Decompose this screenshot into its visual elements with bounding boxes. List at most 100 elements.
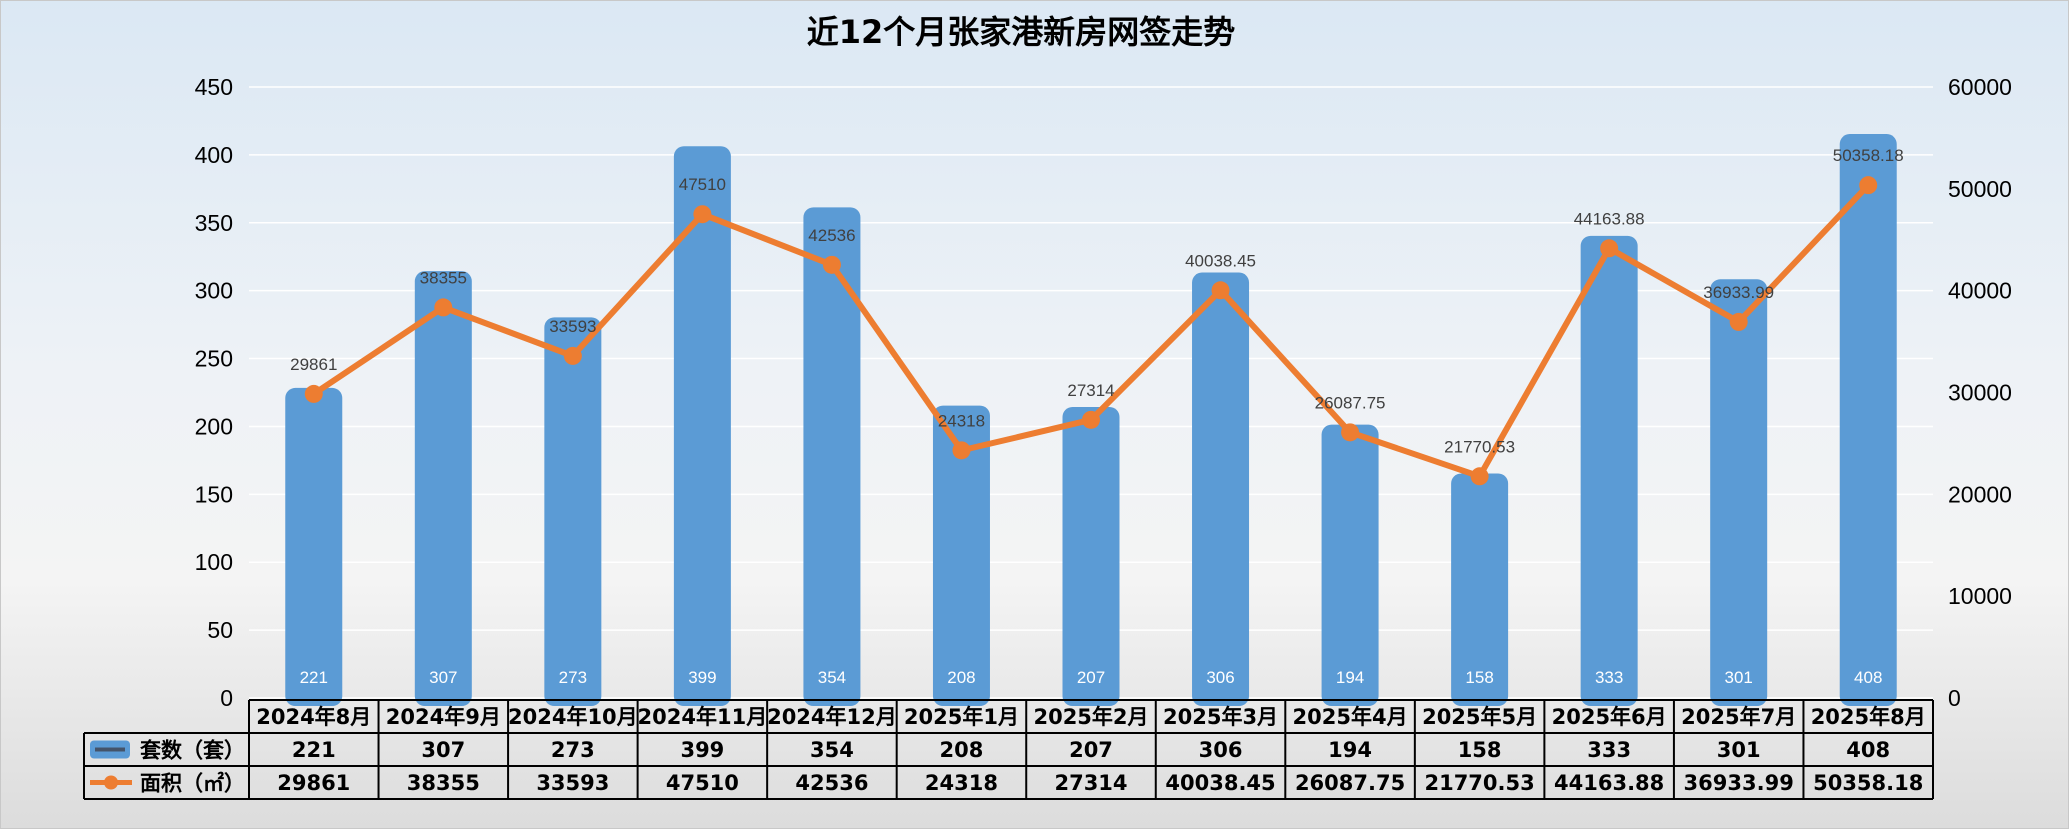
bar <box>285 387 343 706</box>
line-series <box>304 176 1878 486</box>
line-point <box>693 205 712 224</box>
line-value-label: 24318 <box>938 411 985 430</box>
bar-value-label: 207 <box>1077 668 1105 687</box>
table-line-value: 26087.75 <box>1295 771 1405 795</box>
table-category-label: 2025年3月 <box>1163 705 1278 729</box>
line-point <box>952 441 971 460</box>
bar-value-label: 354 <box>818 668 846 687</box>
table-line-value: 44163.88 <box>1554 771 1664 795</box>
bar-value-label: 158 <box>1465 668 1493 687</box>
bar-value-label: 307 <box>429 668 457 687</box>
chart-title: 近12个月张家港新房网签走势 <box>807 13 1236 51</box>
left-axis-tick-label: 300 <box>195 278 233 304</box>
table-line-value: 47510 <box>666 771 739 795</box>
right-axis-tick-label: 0 <box>1948 685 1961 711</box>
bar <box>1451 473 1509 706</box>
left-axis-tick-label: 250 <box>195 346 233 372</box>
left-axis-tick-label: 200 <box>195 413 233 439</box>
table-bar-value: 158 <box>1458 738 1502 762</box>
left-axis-ticks: 0 50 100 150 200 250 300 350 400 450 <box>195 74 233 711</box>
table-category-label: 2024年8月 <box>256 705 371 729</box>
table-category-label: 2025年6月 <box>1552 705 1667 729</box>
table-line-value: 42536 <box>795 771 868 795</box>
line-point <box>1082 410 1100 429</box>
right-axis-ticks: 0 10000 20000 30000 40000 50000 60000 <box>1948 74 2012 711</box>
table-bar-value: 399 <box>680 738 724 762</box>
table-line-value: 40038.45 <box>1165 771 1275 795</box>
right-axis-tick-label: 30000 <box>1948 380 2012 406</box>
line-value-label: 26087.75 <box>1315 393 1386 412</box>
bar-value-label: 208 <box>947 668 975 687</box>
table-line-value: 38355 <box>407 771 480 795</box>
table-line-value: 21770.53 <box>1424 771 1534 795</box>
line-point <box>434 298 453 317</box>
bar <box>1321 424 1379 706</box>
bar-value-label: 333 <box>1595 668 1623 687</box>
left-axis-tick-label: 150 <box>195 481 233 507</box>
bar-value-label: 306 <box>1206 668 1234 687</box>
line-value-label: 27314 <box>1067 381 1114 400</box>
table-bar-value: 194 <box>1328 738 1372 762</box>
right-axis-tick-label: 20000 <box>1948 481 2012 507</box>
table-bar-value: 408 <box>1846 738 1890 762</box>
table-bar-value: 307 <box>421 738 465 762</box>
bar <box>673 146 731 706</box>
line-point <box>1341 423 1360 442</box>
right-axis-tick-label: 50000 <box>1948 176 2012 202</box>
table-category-label: 2025年1月 <box>904 705 1019 729</box>
left-axis-tick-label: 0 <box>220 685 233 711</box>
table-bar-value: 306 <box>1199 738 1243 762</box>
line-value-label: 29861 <box>290 355 337 374</box>
bar <box>803 207 861 706</box>
line-point <box>1211 281 1230 300</box>
table-bar-value: 354 <box>810 738 854 762</box>
left-axis-tick-label: 50 <box>207 617 233 643</box>
bar-value-label: 301 <box>1725 668 1753 687</box>
legend-line-marker <box>104 775 118 790</box>
line-point <box>1470 467 1489 486</box>
table-bar-value: 333 <box>1587 738 1631 762</box>
table-bar-value: 273 <box>551 738 595 762</box>
line-value-label: 36933.99 <box>1703 283 1774 302</box>
table-category-label: 2025年8月 <box>1811 705 1926 729</box>
table-category-label: 2025年4月 <box>1293 705 1408 729</box>
table-bar-value: 221 <box>292 738 336 762</box>
table-line-value: 29861 <box>277 771 350 795</box>
table-line-value: 33593 <box>536 771 609 795</box>
line-point <box>304 384 323 403</box>
legend-bar-label: 套数（套） <box>140 739 245 763</box>
right-axis-tick-label: 40000 <box>1948 278 2012 304</box>
bar <box>1192 272 1250 706</box>
bar-value-label: 399 <box>688 668 716 687</box>
bar <box>414 271 472 706</box>
bar-data-labels: 221 307 273 399 354 208 207 306 194 158 333 301 408 <box>300 668 1883 687</box>
line-value-label: 40038.45 <box>1185 251 1256 270</box>
table-category-label: 2025年5月 <box>1422 705 1537 729</box>
bar <box>1580 235 1638 707</box>
bar-series <box>285 134 1897 707</box>
table-bar-value: 301 <box>1717 738 1761 762</box>
left-axis-tick-label: 350 <box>195 210 233 236</box>
data-table: 2024年8月 221 29861 2024年9月 307 38355 2024年10月 27… <box>83 699 1934 800</box>
bar <box>932 405 990 706</box>
line-point <box>1859 176 1878 195</box>
table-bar-value: 207 <box>1069 738 1113 762</box>
line-value-label: 38355 <box>420 268 467 287</box>
right-axis-tick-label: 60000 <box>1948 74 2012 100</box>
bar-value-label: 221 <box>300 668 328 687</box>
bar <box>1839 134 1897 706</box>
line-point <box>822 255 841 274</box>
bar <box>544 317 602 706</box>
bar <box>1710 279 1768 706</box>
line-value-label: 21770.53 <box>1444 437 1515 456</box>
table-line-value: 24318 <box>925 771 998 795</box>
table-bar-value: 208 <box>940 738 984 762</box>
legend-line-label: 面积（㎡） <box>140 772 245 796</box>
table-category-label: 2024年9月 <box>386 705 501 729</box>
left-axis-tick-label: 450 <box>195 74 233 100</box>
table-line-value: 50358.18 <box>1813 771 1923 795</box>
table-category-label: 2024年11月 <box>638 705 768 729</box>
line-value-label: 47510 <box>679 175 726 194</box>
